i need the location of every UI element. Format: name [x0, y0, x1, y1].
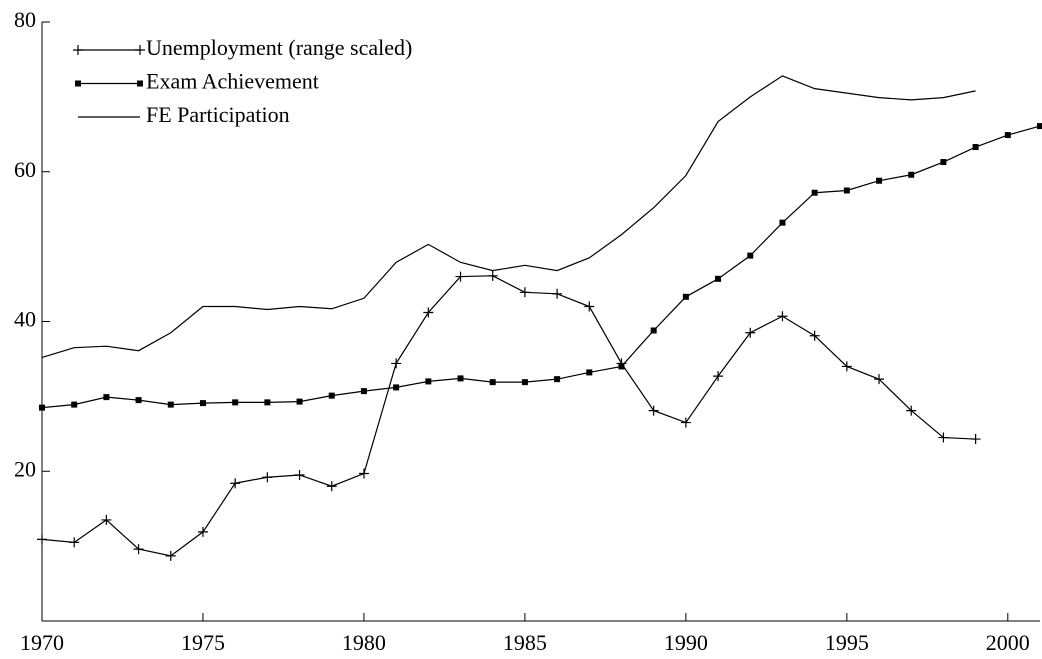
- marker-plus: [680, 417, 691, 428]
- x-tick-label: 1975: [181, 630, 225, 655]
- marker-square: [167, 401, 174, 408]
- series-line: [41, 275, 976, 557]
- marker-square: [747, 252, 754, 259]
- marker-square: [1004, 132, 1011, 139]
- marker-square: [296, 398, 303, 405]
- marker-square: [843, 187, 850, 194]
- marker-square: [779, 219, 786, 226]
- marker-square: [586, 369, 593, 376]
- marker-plus: [519, 287, 530, 298]
- marker-plus: [135, 45, 145, 55]
- marker-square: [682, 293, 689, 300]
- marker-square: [457, 375, 464, 382]
- marker-square: [360, 388, 367, 395]
- series-line: [41, 125, 1041, 409]
- marker-plus: [552, 288, 563, 299]
- marker-plus: [970, 434, 981, 445]
- marker-square: [232, 399, 239, 406]
- marker-plus: [648, 405, 659, 416]
- y-tick-label: 60: [14, 157, 36, 182]
- marker-plus: [874, 374, 885, 385]
- marker-square: [39, 404, 45, 411]
- marker-plus: [455, 271, 466, 282]
- marker-plus: [745, 327, 756, 338]
- marker-plus: [326, 481, 337, 492]
- marker-plus: [165, 550, 176, 561]
- marker-square: [137, 80, 143, 87]
- x-tick-label: 1990: [664, 630, 708, 655]
- x-tick-label: 2000: [986, 630, 1030, 655]
- x-tick-label: 1985: [503, 630, 547, 655]
- marker-square: [135, 397, 142, 404]
- x-tick-label: 1995: [825, 630, 869, 655]
- y-tick-label: 80: [14, 7, 36, 32]
- marker-plus: [69, 537, 80, 548]
- marker-square: [103, 394, 110, 401]
- x-tick-label: 1980: [342, 630, 386, 655]
- marker-plus: [841, 361, 852, 372]
- marker-square: [715, 275, 722, 282]
- marker-plus: [584, 301, 595, 312]
- marker-plus: [809, 330, 820, 341]
- x-tick-label: 1970: [20, 630, 64, 655]
- marker-square: [328, 392, 335, 399]
- marker-plus: [262, 472, 273, 483]
- marker-square: [811, 189, 818, 196]
- marker-square: [75, 80, 81, 87]
- marker-plus: [358, 468, 369, 479]
- legend-label: FE Participation: [146, 102, 290, 127]
- marker-plus: [37, 534, 47, 545]
- marker-square: [908, 171, 915, 178]
- legend-label: Exam Achievement: [146, 69, 319, 94]
- marker-square: [71, 401, 78, 408]
- marker-square: [972, 144, 979, 151]
- marker-plus: [713, 371, 724, 382]
- marker-square: [618, 363, 625, 370]
- marker-square: [199, 400, 206, 407]
- marker-square: [940, 159, 947, 166]
- marker-square: [876, 177, 883, 184]
- marker-plus: [197, 526, 208, 537]
- marker-square: [650, 327, 657, 334]
- y-tick-label: 40: [14, 307, 36, 332]
- marker-square: [1037, 123, 1042, 130]
- marker-plus: [487, 270, 498, 281]
- marker-plus: [906, 405, 917, 416]
- marker-plus: [938, 432, 949, 443]
- marker-plus: [101, 514, 112, 525]
- marker-plus: [294, 469, 305, 480]
- marker-square: [264, 399, 271, 406]
- marker-plus: [777, 311, 788, 322]
- marker-plus: [423, 307, 434, 318]
- legend-label: Unemployment (range scaled): [146, 35, 412, 60]
- marker-square: [554, 376, 561, 383]
- marker-square: [425, 378, 432, 385]
- y-tick-label: 20: [14, 456, 36, 481]
- marker-plus: [391, 358, 402, 369]
- marker-square: [521, 379, 528, 386]
- series-line: [41, 75, 976, 359]
- marker-square: [489, 379, 496, 386]
- marker-plus: [73, 45, 83, 55]
- marker-plus: [230, 478, 241, 489]
- marker-square: [393, 384, 400, 391]
- marker-plus: [133, 544, 144, 555]
